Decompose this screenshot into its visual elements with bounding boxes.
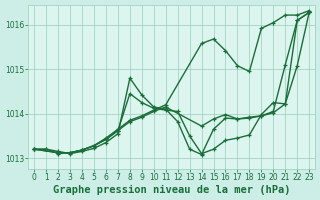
X-axis label: Graphe pression niveau de la mer (hPa): Graphe pression niveau de la mer (hPa) [53, 185, 291, 195]
